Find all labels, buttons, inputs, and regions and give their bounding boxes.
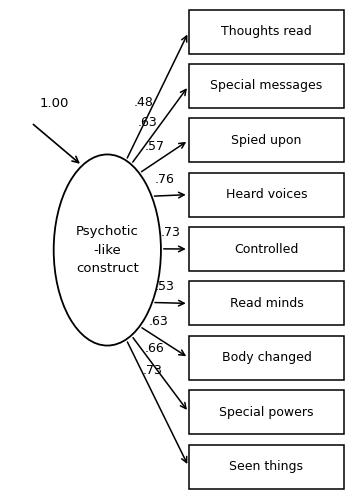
Text: .63: .63 (138, 116, 157, 129)
Text: Body changed: Body changed (221, 352, 311, 364)
Text: .76: .76 (155, 173, 174, 186)
Text: Read minds: Read minds (229, 297, 303, 310)
Bar (189, 172, 344, 216)
Bar (189, 227, 344, 271)
Bar (189, 118, 344, 162)
Text: Heard voices: Heard voices (226, 188, 307, 201)
Text: .73: .73 (161, 226, 181, 239)
Ellipse shape (54, 154, 161, 346)
Text: 1.00: 1.00 (40, 98, 69, 110)
Text: Spied upon: Spied upon (231, 134, 301, 146)
Text: .57: .57 (144, 140, 164, 152)
Text: Thoughts read: Thoughts read (221, 26, 312, 38)
Bar (189, 282, 344, 326)
Text: .66: .66 (145, 342, 165, 354)
Bar (189, 336, 344, 380)
Bar (189, 444, 344, 488)
Text: Special messages: Special messages (210, 80, 323, 92)
Text: .63: .63 (149, 315, 169, 328)
Text: .73: .73 (142, 364, 162, 378)
Text: Psychotic
-like
construct: Psychotic -like construct (76, 226, 139, 274)
Text: Seen things: Seen things (229, 460, 304, 473)
Bar (189, 390, 344, 434)
Bar (189, 64, 344, 108)
Text: Special powers: Special powers (219, 406, 314, 418)
Text: Controlled: Controlled (234, 242, 299, 256)
Text: .48: .48 (134, 96, 154, 109)
Bar (189, 10, 344, 54)
Text: .53: .53 (155, 280, 175, 293)
